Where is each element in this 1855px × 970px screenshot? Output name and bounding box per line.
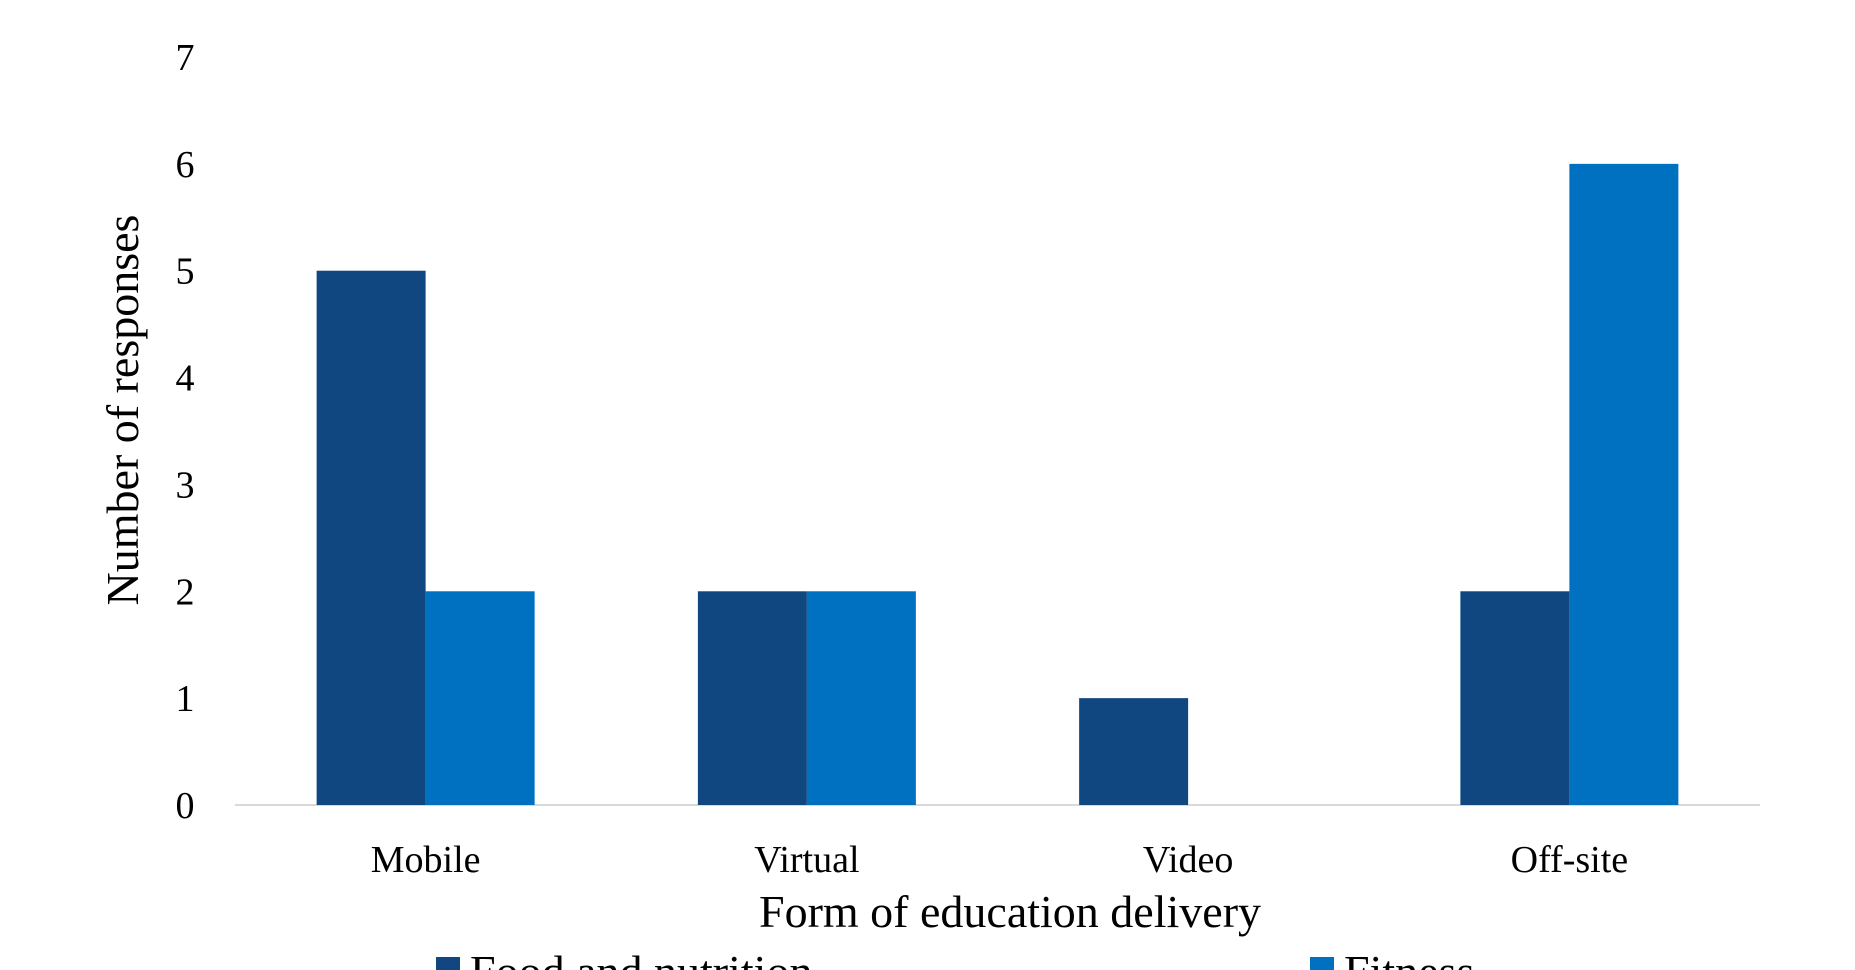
legend-label: Food and nutrition	[470, 946, 812, 970]
x-tick-label: Virtual	[754, 839, 859, 881]
y-tick-label: 2	[176, 571, 195, 613]
x-axis-title: Form of education delivery	[759, 886, 1261, 937]
y-tick-label: 6	[176, 144, 195, 186]
legend: Food and nutrition Fitness	[436, 946, 1474, 970]
legend-swatch	[436, 957, 460, 970]
legend-label: Fitness	[1344, 946, 1474, 970]
y-tick-label: 0	[176, 785, 195, 827]
bar-off-site-fitness	[1569, 163, 1679, 805]
y-tick-label: 7	[176, 37, 195, 79]
x-tick-label: Mobile	[371, 839, 481, 881]
x-tick-label: Off-site	[1511, 839, 1629, 881]
y-tick-label: 3	[176, 464, 195, 506]
y-axis-title: Number of responses	[97, 215, 148, 606]
bar-virtual-fitness	[806, 591, 916, 805]
bars	[316, 163, 1679, 805]
bar-mobile-food-and-nutrition	[316, 270, 426, 805]
y-tick-label: 1	[176, 678, 195, 720]
bar-mobile-fitness	[425, 591, 535, 805]
x-axis-ticks: Mobile Virtual Video Off-site	[371, 839, 1628, 881]
x-tick-label: Video	[1143, 839, 1234, 881]
bar-virtual-food-and-nutrition	[697, 591, 807, 805]
bar-off-site-food-and-nutrition	[1460, 591, 1570, 805]
y-axis-ticks: 0 1 2 3 4 5 6 7	[176, 37, 195, 827]
bar-video-food-and-nutrition	[1079, 698, 1189, 805]
y-tick-label: 5	[176, 251, 195, 293]
legend-swatch	[1310, 957, 1334, 970]
y-tick-label: 4	[176, 358, 195, 400]
